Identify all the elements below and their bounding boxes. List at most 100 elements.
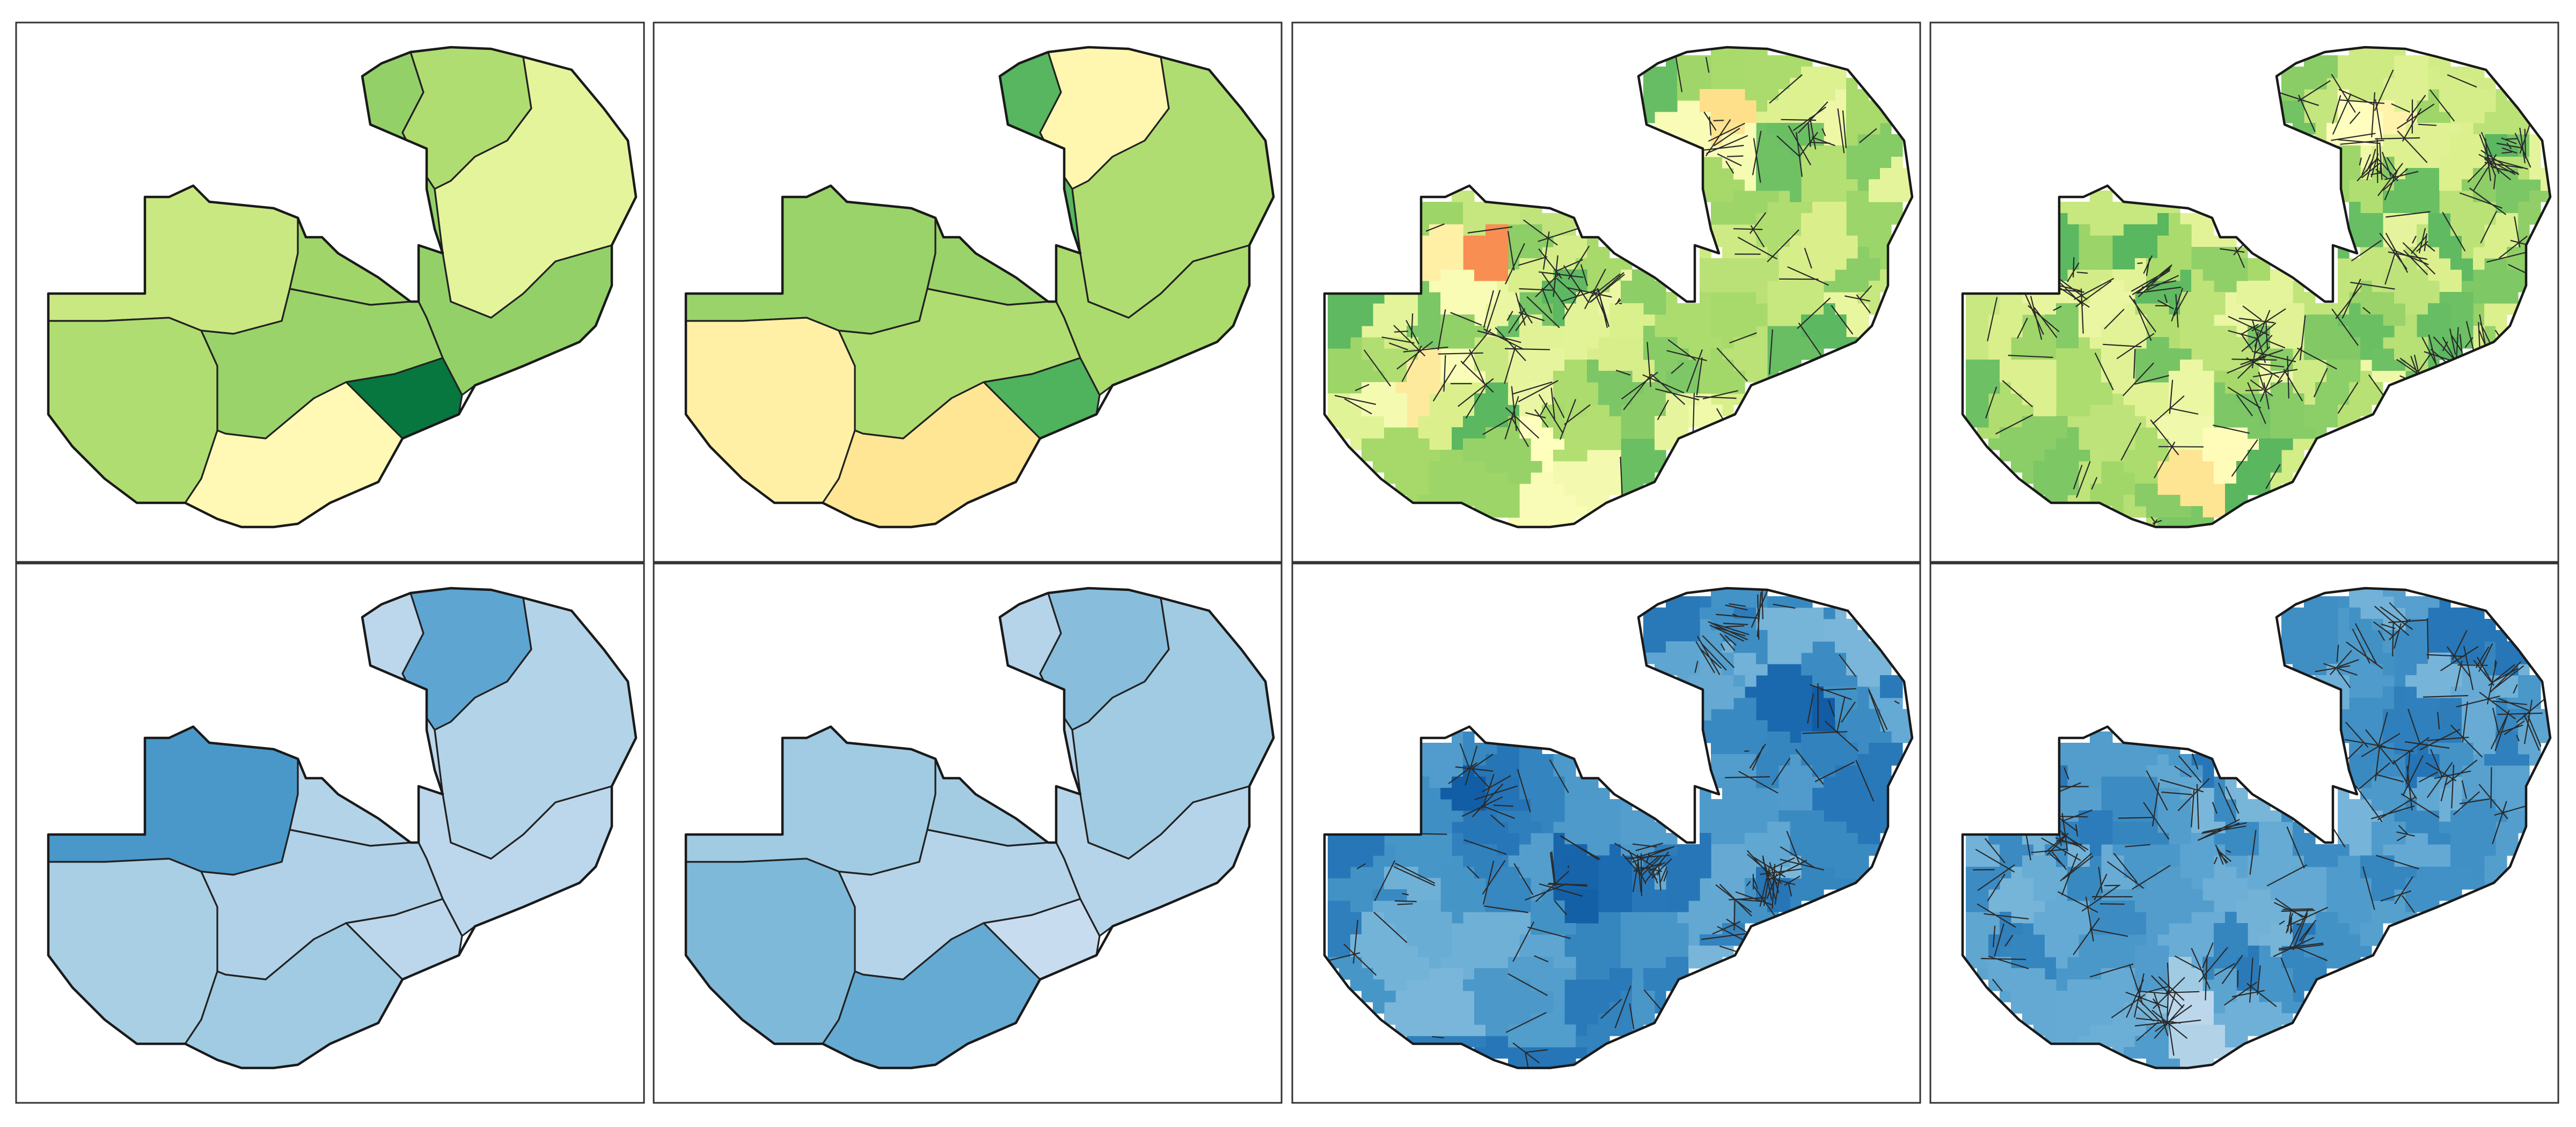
district-boundary: [1729, 332, 1757, 344]
district: [2417, 89, 2451, 123]
district: [1677, 878, 1734, 946]
district-boundary: [2251, 319, 2266, 363]
district-boundary: [2059, 830, 2086, 852]
district: [1711, 123, 1757, 157]
district-boundary: [2293, 946, 2328, 962]
district-boundary: [1725, 604, 1748, 611]
district: [1429, 269, 1497, 326]
district-boundary: [2359, 157, 2362, 166]
district: [1485, 777, 1531, 811]
district-boundary: [1485, 290, 1501, 333]
district-boundary: [2406, 750, 2411, 784]
district-boundary: [1438, 352, 1483, 355]
district-boundary: [1773, 603, 1796, 609]
district-boundary: [1724, 776, 1770, 779]
district-boundary: [2402, 242, 2436, 275]
district-boundary: [1752, 130, 1762, 175]
district-boundary: [1719, 633, 1736, 651]
district-boundary: [2274, 902, 2307, 919]
district: [2484, 731, 2530, 766]
district: [2360, 360, 2406, 383]
district-boundary: [1432, 1036, 1444, 1038]
district-boundary: [1659, 866, 1667, 883]
district-boundary: [2355, 785, 2383, 822]
district-boundary: [1655, 388, 1700, 401]
district-boundary: [2125, 991, 2169, 1008]
district-boundary: [1725, 160, 1735, 174]
district: [2338, 788, 2383, 856]
district-boundary: [1814, 761, 1855, 782]
district-boundary: [1841, 701, 1856, 723]
district-boundary: [2277, 345, 2303, 384]
district: [2135, 934, 2169, 991]
district-boundary: [2396, 103, 2435, 129]
district-boundary: [1394, 866, 1436, 887]
district-boundary: [2090, 963, 2134, 978]
district: [1519, 934, 1576, 969]
district: [1609, 303, 1655, 338]
district: [2383, 55, 2428, 112]
district: [2439, 292, 2473, 349]
country-outline: [47, 46, 638, 529]
district-boundary: [1719, 883, 1752, 917]
district-boundary: [2008, 355, 2053, 358]
map-panel-row1-col2: [653, 21, 1283, 563]
district: [1553, 450, 1621, 518]
district-boundary: [2371, 92, 2376, 137]
district-boundary: [1663, 870, 1668, 882]
district-boundary: [2167, 990, 2169, 1024]
district-boundary: [2516, 735, 2520, 742]
district: [1711, 191, 1779, 225]
district: [1463, 416, 1542, 484]
district-boundary: [1459, 743, 1470, 769]
district-boundary: [1623, 374, 1652, 411]
district-boundary: [2375, 169, 2388, 179]
district-boundary: [2323, 663, 2358, 676]
district-boundary: [2485, 138, 2491, 181]
district-boundary: [1467, 226, 1513, 234]
district-boundary: [2357, 158, 2378, 182]
district-boundary: [2494, 660, 2497, 667]
district-boundary: [2103, 343, 2142, 348]
district: [2236, 269, 2293, 326]
district-boundary: [2513, 684, 2518, 694]
district-boundary: [1635, 843, 1663, 852]
district-boundary: [1555, 259, 1583, 273]
district-boundary: [2279, 920, 2285, 925]
district-boundary: [1505, 407, 1540, 439]
district-boundary: [1505, 243, 1525, 284]
district-boundary: [2289, 917, 2292, 934]
district-boundary: [1381, 336, 1415, 344]
district-boundary: [2426, 654, 2465, 657]
district: [1812, 765, 1880, 845]
district-boundary: [2350, 282, 2395, 290]
district-boundary: [2266, 864, 2308, 887]
district-boundary: [1720, 643, 1725, 651]
district-boundary: [1554, 900, 1567, 916]
district-boundary: [2430, 749, 2443, 778]
district: [1384, 833, 1452, 879]
district-boundary: [2004, 934, 2014, 947]
district-boundary: [1809, 117, 1817, 150]
district-boundary: [2374, 605, 2410, 636]
district-boundary: [1845, 295, 1871, 302]
district-boundary: [2265, 323, 2268, 349]
district-boundary: [1465, 386, 1486, 419]
district-boundary: [1709, 624, 1745, 642]
district-boundary: [2437, 712, 2440, 730]
district-boundary: [1344, 398, 1372, 415]
district-boundary: [1713, 128, 1740, 147]
district-boundary: [2165, 991, 2200, 993]
district: [1745, 47, 1813, 112]
district: [1666, 833, 1711, 912]
district-boundary: [2111, 994, 2146, 1019]
district-boundary: [1374, 860, 1396, 902]
district-boundary: [1752, 874, 1754, 890]
district-boundary: [2137, 262, 2143, 264]
district: [1621, 912, 1689, 980]
district: [1508, 472, 1587, 527]
district-boundary: [2177, 778, 2210, 811]
district-boundary: [2524, 129, 2527, 158]
district-boundary: [2486, 251, 2531, 263]
